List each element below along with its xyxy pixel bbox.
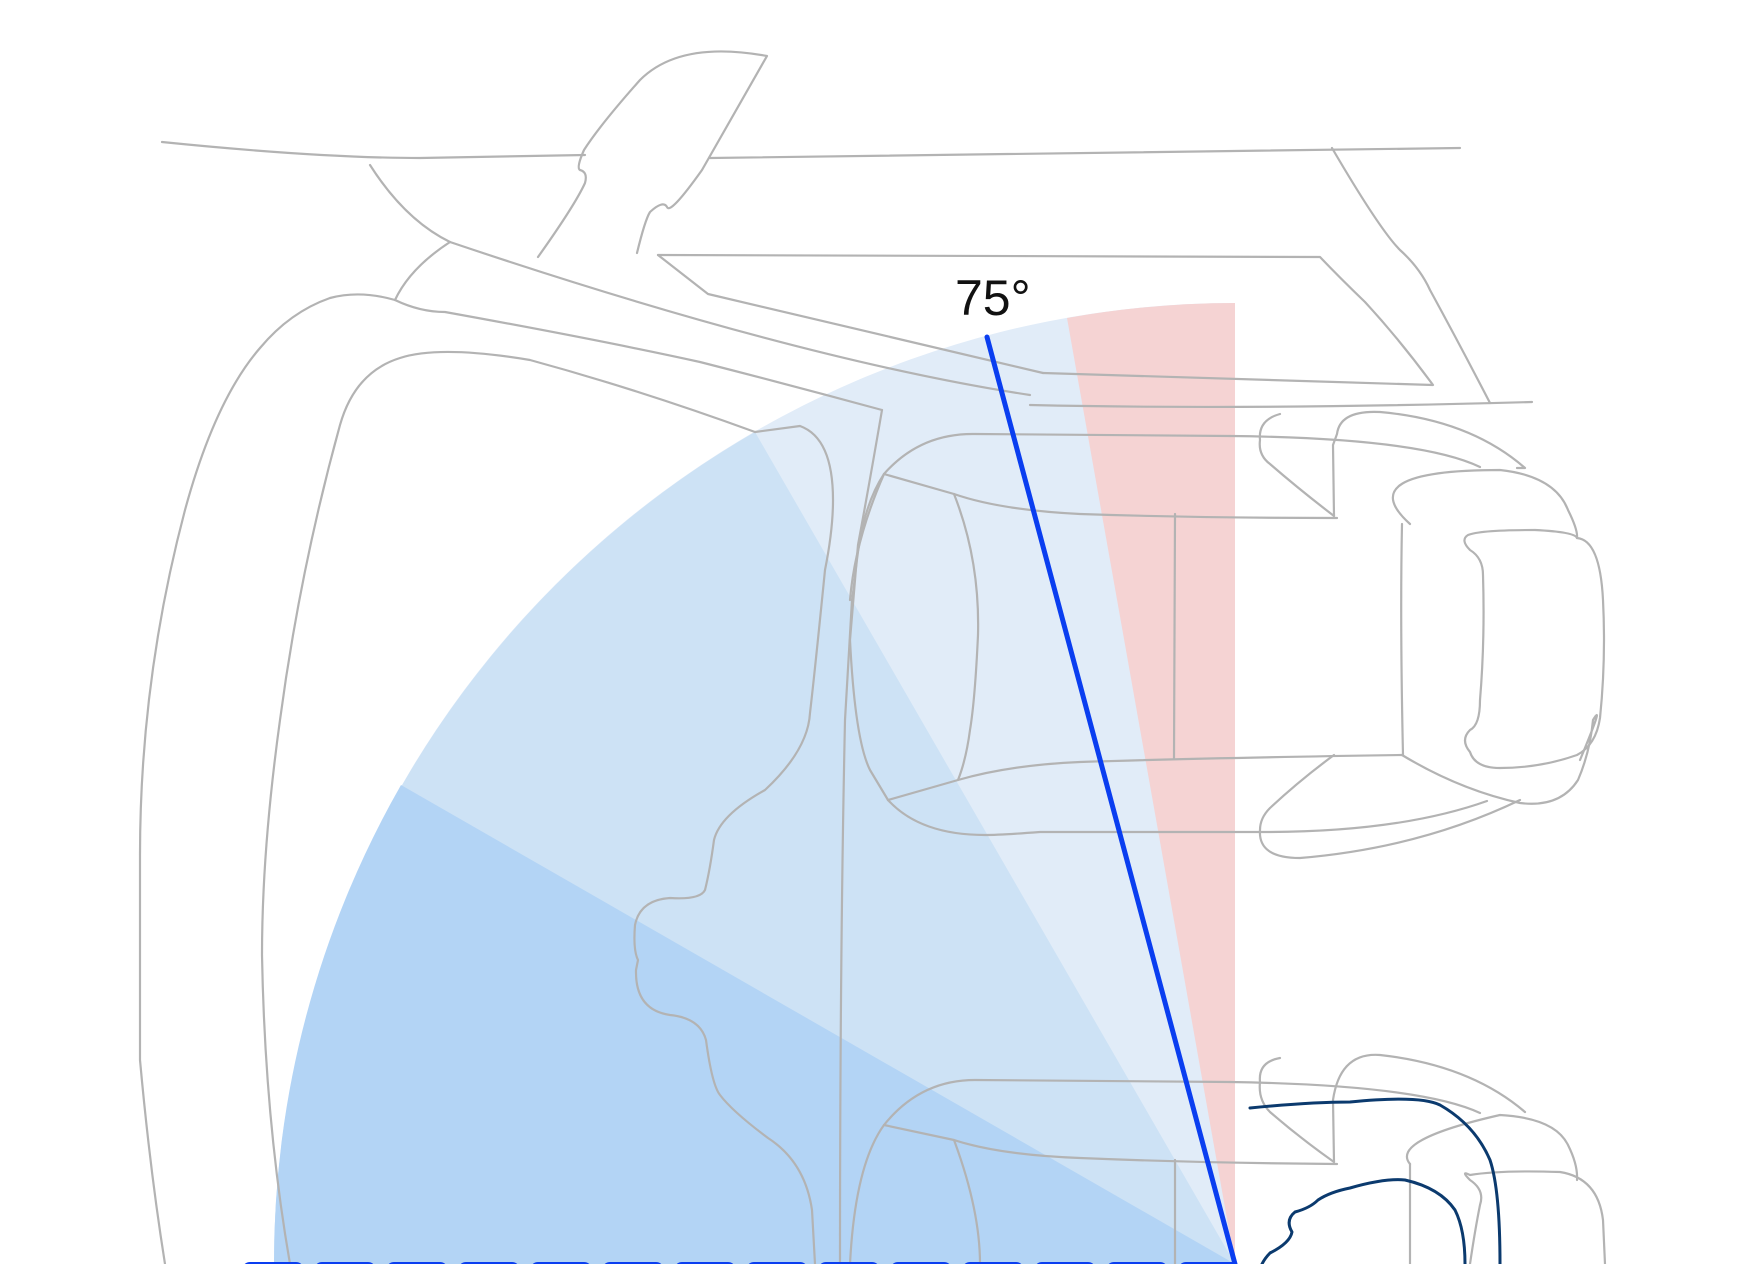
- chair-outline-icon: [138, 50, 1607, 1264]
- recline-angle-line: [984, 334, 1238, 1264]
- inner-range-wedge: [273, 785, 1235, 1264]
- angle-label: 75°: [955, 270, 1031, 326]
- recline-range-wedges: [273, 303, 1235, 1264]
- hand-icon: [1248, 1097, 1502, 1264]
- vertical-reference-wedge: [1067, 303, 1235, 1264]
